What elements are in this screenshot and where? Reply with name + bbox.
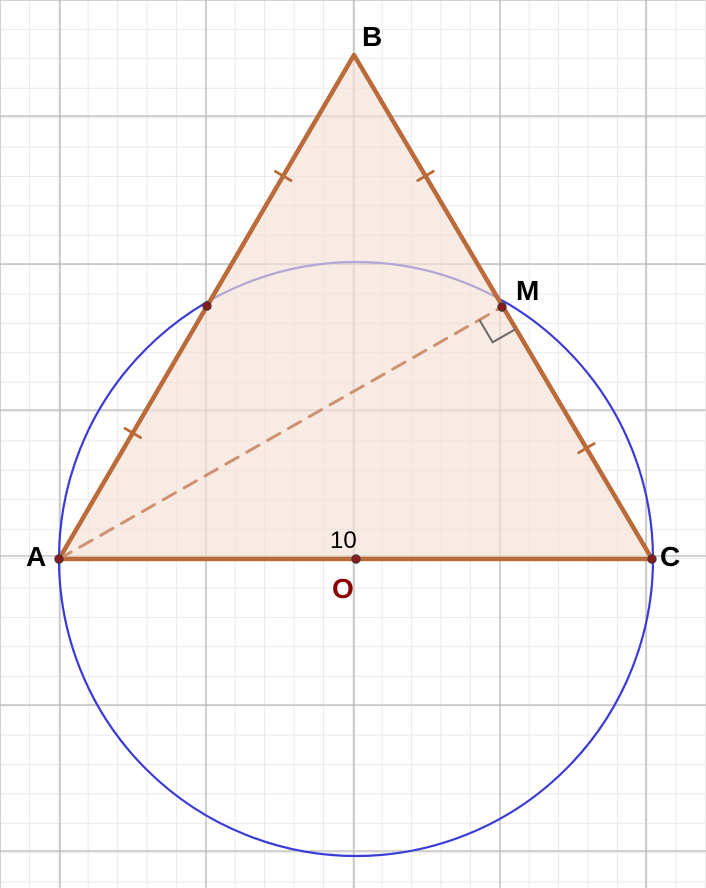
label-m: M — [516, 275, 539, 306]
point-c — [648, 555, 656, 563]
point-a — [55, 555, 63, 563]
label-c: C — [660, 541, 680, 572]
point-n — [203, 302, 211, 310]
point-m — [498, 303, 506, 311]
point-o — [352, 555, 360, 563]
geometry-diagram: A B C M O 10 — [0, 0, 706, 888]
segment-length-label: 10 — [330, 527, 357, 554]
label-b: B — [362, 21, 382, 52]
label-o: O — [332, 573, 354, 604]
label-a: A — [26, 541, 46, 572]
